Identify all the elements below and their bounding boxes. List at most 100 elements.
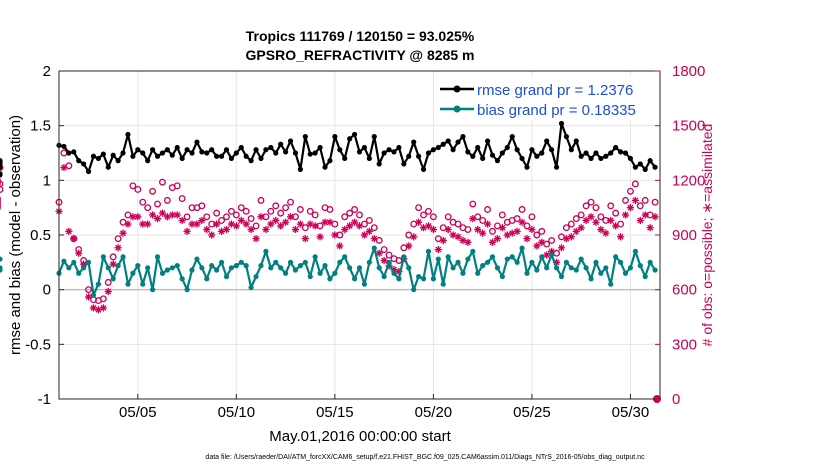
obs-possible-point — [272, 202, 280, 210]
obs-possible-point — [365, 216, 373, 224]
bias-point — [627, 265, 634, 271]
rmse-point — [371, 134, 377, 140]
obs-possible-point — [622, 196, 629, 204]
obs-assimilated-point — [291, 225, 300, 234]
asterisk-stroke — [346, 222, 353, 229]
asterisk-stroke — [568, 233, 575, 240]
asterisk-stroke — [134, 213, 141, 220]
rmse-point — [613, 144, 619, 151]
asterisk-stroke — [228, 221, 235, 228]
asterisk-stroke — [203, 226, 210, 233]
right-tick-label: 600 — [672, 282, 697, 299]
obs-assimilated-point — [375, 249, 383, 257]
obs-possible-point — [144, 204, 152, 212]
obs-possible-point — [0, 164, 4, 172]
bias-point — [603, 265, 609, 271]
bias-point — [125, 281, 131, 287]
bias-point — [248, 284, 254, 291]
rmse-point — [135, 147, 141, 153]
rmse-point — [391, 149, 397, 155]
asterisk-stroke — [174, 211, 181, 218]
bias-point — [130, 270, 136, 276]
bias-point — [470, 248, 476, 254]
bias-point — [228, 265, 235, 271]
rmse-point — [627, 155, 634, 162]
obs-assimilated-point — [380, 256, 388, 265]
bias-point — [145, 265, 151, 271]
right-tick-label: 0 — [672, 391, 680, 408]
obs-possible-point — [257, 196, 265, 204]
rmse-point — [411, 139, 417, 145]
obs-assimilated-point — [360, 231, 369, 239]
obs-assimilated-point — [454, 233, 462, 241]
obs-assimilated-point — [488, 238, 497, 246]
bias-point — [283, 270, 289, 276]
y-tick-label: 1.5 — [30, 118, 51, 135]
obs-possible-point — [425, 207, 432, 215]
obs-assimilated-point — [65, 227, 73, 235]
asterisk-stroke — [573, 228, 580, 235]
obs-possible-point — [277, 209, 285, 217]
rmse-point — [302, 134, 308, 140]
rmse-point — [292, 150, 299, 156]
obs-assimilated-point — [567, 233, 575, 241]
rmse-point — [480, 155, 486, 162]
asterisk-stroke — [494, 235, 501, 242]
asterisk-stroke — [154, 215, 161, 222]
obs-assimilated-point — [70, 235, 78, 243]
asterisk-stroke — [558, 244, 565, 251]
obs-assimilated-point — [183, 227, 191, 235]
bias-point — [583, 265, 589, 271]
asterisk-stroke — [159, 210, 166, 217]
rmse-point — [204, 150, 210, 156]
bias-point — [66, 265, 72, 271]
obs-possible-point — [341, 213, 349, 221]
obs-assimilated-point — [311, 222, 319, 230]
asterisk-stroke — [257, 213, 264, 220]
asterisk-stroke — [193, 221, 200, 228]
obs-assimilated-point — [582, 216, 590, 225]
obs-possible-point — [626, 187, 634, 195]
obs-assimilated-point — [84, 293, 93, 301]
right-tick-label: 1500 — [672, 118, 705, 135]
obs-possible-point — [188, 204, 196, 212]
asterisk-stroke — [484, 221, 491, 228]
rmse-point — [593, 150, 599, 156]
asterisk-stroke — [65, 228, 72, 235]
y-axis-ticks: -1 -0.5 0 0.5 1 1.5 2 — [25, 63, 64, 408]
obs-assimilated-point — [109, 260, 117, 268]
chart-subtitle: GPSRO_REFRACTIVITY @ 8285 m — [246, 47, 475, 63]
bias-point — [484, 259, 491, 265]
asterisk-stroke — [524, 235, 530, 242]
bias-point — [351, 276, 358, 282]
asterisk-stroke — [415, 219, 422, 226]
obs-possible-point — [287, 198, 294, 206]
bias-point — [95, 281, 102, 287]
asterisk-stroke — [336, 242, 343, 249]
rmse-point — [199, 149, 205, 155]
bias-point — [578, 256, 584, 262]
bias-point — [90, 292, 97, 298]
rmse-point — [253, 147, 259, 153]
bias-point — [553, 265, 560, 271]
bias-point — [342, 254, 348, 260]
obs-possible-point — [198, 202, 206, 210]
obs-possible-point — [252, 222, 260, 230]
rmse-point — [327, 158, 333, 164]
asterisk-stroke — [381, 257, 388, 264]
rmse-point — [268, 144, 274, 151]
asterisk-stroke — [110, 261, 117, 268]
asterisk-stroke — [287, 213, 294, 220]
bias-point — [489, 254, 496, 260]
obs-possible-point — [562, 224, 570, 232]
bias-point — [386, 259, 392, 265]
bias-point — [622, 270, 629, 276]
bias-point — [85, 259, 92, 265]
obs-assimilated-point — [528, 225, 536, 234]
y-tick-label: 0 — [43, 282, 51, 299]
bias-point — [460, 270, 466, 276]
bias-point — [425, 248, 432, 254]
rmse-point — [297, 166, 303, 172]
y-tick-label: 2 — [43, 63, 51, 80]
